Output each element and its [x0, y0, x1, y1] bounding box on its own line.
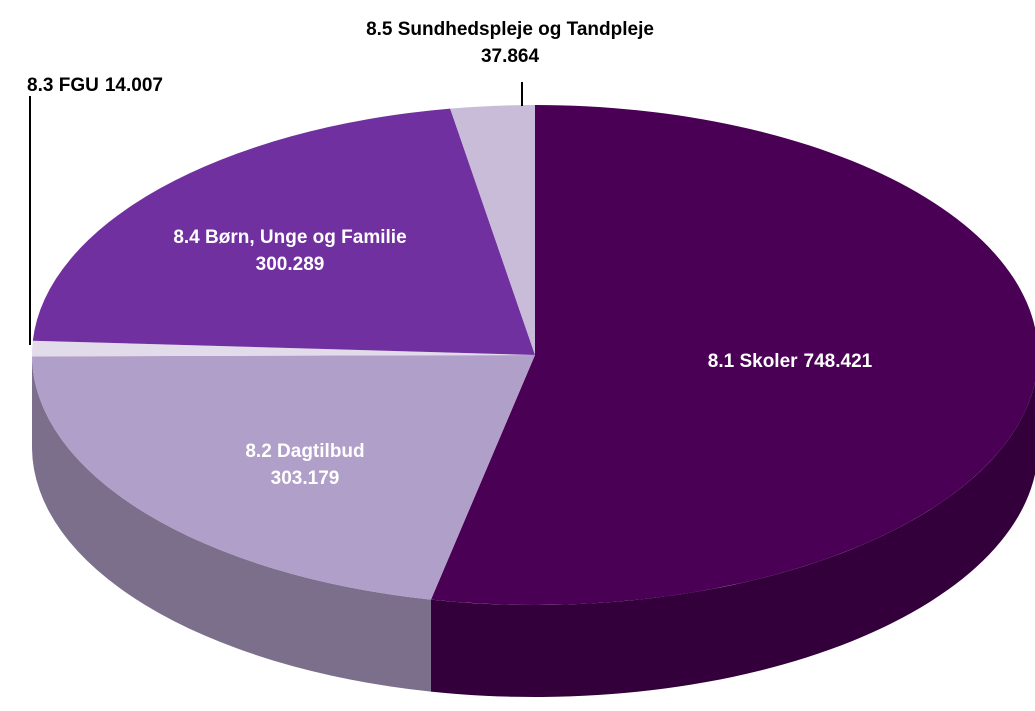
slice-value: 303.179: [271, 468, 340, 489]
slice-value: 300.289: [256, 254, 325, 275]
pie-slice: [31, 340, 535, 357]
pie-side: [32, 356, 431, 692]
slice-label: 8.4 Børn, Unge og Familie 300.289: [173, 227, 406, 275]
slice-value: 748.421: [804, 351, 873, 372]
slice-value: 37.864: [481, 46, 540, 67]
slice-category: 8.5 Sundhedspleje og Tandpleje: [366, 19, 654, 40]
pie-slice: [450, 105, 535, 355]
slice-value: 14.007: [105, 75, 163, 96]
slice-label: 8.2 Dagtilbud 303.179: [245, 441, 364, 489]
slice-category: 8.4 Børn, Unge og Familie: [173, 227, 406, 248]
slice-label: 8.5 Sundhedspleje og Tandpleje 37.864: [366, 19, 654, 67]
slice-label: 8.3 FGU 14.007: [27, 75, 163, 96]
pie-side: [430, 382, 1035, 697]
slice-label: 8.1 Skoler 748.421: [708, 351, 873, 372]
slice-category: 8.1 Skoler: [708, 351, 798, 372]
pie-slice: [32, 108, 535, 356]
pie-slice: [32, 355, 535, 600]
pie-slice: [430, 105, 1035, 605]
slice-category: 8.2 Dagtilbud: [245, 441, 364, 462]
slice-category: 8.3 FGU: [27, 75, 99, 96]
